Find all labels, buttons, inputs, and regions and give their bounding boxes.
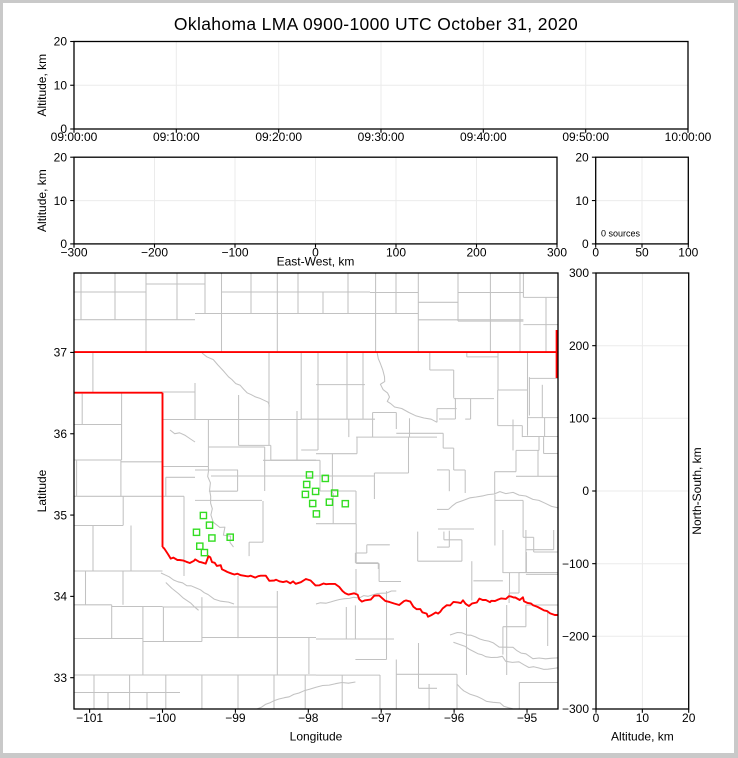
svg-text:20: 20 — [54, 150, 68, 164]
svg-text:34: 34 — [54, 590, 68, 604]
svg-text:35: 35 — [54, 508, 68, 522]
svg-text:−200: −200 — [141, 246, 168, 260]
svg-text:0: 0 — [60, 122, 67, 136]
svg-text:20: 20 — [54, 35, 68, 49]
svg-text:Altitude, km: Altitude, km — [35, 169, 49, 232]
svg-text:20: 20 — [575, 150, 589, 164]
svg-text:37: 37 — [54, 346, 68, 360]
svg-text:10: 10 — [575, 194, 589, 208]
svg-text:−300: −300 — [60, 246, 87, 260]
svg-text:0: 0 — [593, 711, 600, 725]
svg-text:−96: −96 — [444, 711, 465, 725]
svg-text:10: 10 — [54, 79, 68, 93]
svg-text:East-West, km: East-West, km — [277, 255, 355, 269]
svg-text:−98: −98 — [298, 711, 319, 725]
svg-text:−100: −100 — [221, 246, 248, 260]
svg-text:300: 300 — [547, 246, 567, 260]
svg-text:−300: −300 — [562, 702, 589, 716]
svg-text:200: 200 — [569, 339, 589, 353]
svg-text:0: 0 — [582, 484, 589, 498]
svg-text:10: 10 — [636, 711, 650, 725]
svg-text:50: 50 — [635, 246, 649, 260]
svg-text:10: 10 — [54, 194, 68, 208]
svg-text:100: 100 — [569, 412, 589, 426]
svg-text:09:30:00: 09:30:00 — [358, 130, 405, 144]
svg-text:09:10:00: 09:10:00 — [153, 130, 200, 144]
svg-text:20: 20 — [682, 711, 696, 725]
svg-text:0: 0 — [582, 237, 589, 251]
svg-text:09:40:00: 09:40:00 — [460, 130, 507, 144]
svg-text:Longitude: Longitude — [290, 730, 343, 744]
svg-text:09:00:00: 09:00:00 — [51, 130, 98, 144]
svg-text:Oklahoma LMA 0900-1000 UTC Oct: Oklahoma LMA 0900-1000 UTC October 31, 2… — [174, 14, 578, 34]
svg-text:North-South, km: North-South, km — [690, 447, 704, 534]
svg-text:0: 0 — [312, 246, 319, 260]
svg-text:100: 100 — [386, 246, 406, 260]
svg-text:09:20:00: 09:20:00 — [255, 130, 302, 144]
svg-text:0: 0 — [60, 237, 67, 251]
svg-text:−97: −97 — [371, 711, 392, 725]
svg-text:100: 100 — [678, 246, 698, 260]
svg-text:−101: −101 — [76, 711, 103, 725]
svg-text:09:50:00: 09:50:00 — [562, 130, 609, 144]
svg-text:200: 200 — [466, 246, 486, 260]
svg-text:10:00:00: 10:00:00 — [665, 130, 712, 144]
svg-text:Latitude: Latitude — [35, 469, 49, 512]
svg-text:0 sources: 0 sources — [601, 229, 641, 239]
svg-text:0: 0 — [592, 246, 599, 260]
svg-text:300: 300 — [569, 266, 589, 280]
svg-text:Altitude, km: Altitude, km — [611, 730, 674, 744]
svg-text:36: 36 — [54, 427, 68, 441]
svg-text:−95: −95 — [517, 711, 538, 725]
svg-text:−99: −99 — [225, 711, 246, 725]
svg-text:−100: −100 — [562, 557, 589, 571]
svg-text:33: 33 — [54, 671, 68, 685]
svg-text:−100: −100 — [149, 711, 176, 725]
svg-text:−200: −200 — [562, 630, 589, 644]
svg-text:Altitude, km: Altitude, km — [35, 54, 49, 117]
